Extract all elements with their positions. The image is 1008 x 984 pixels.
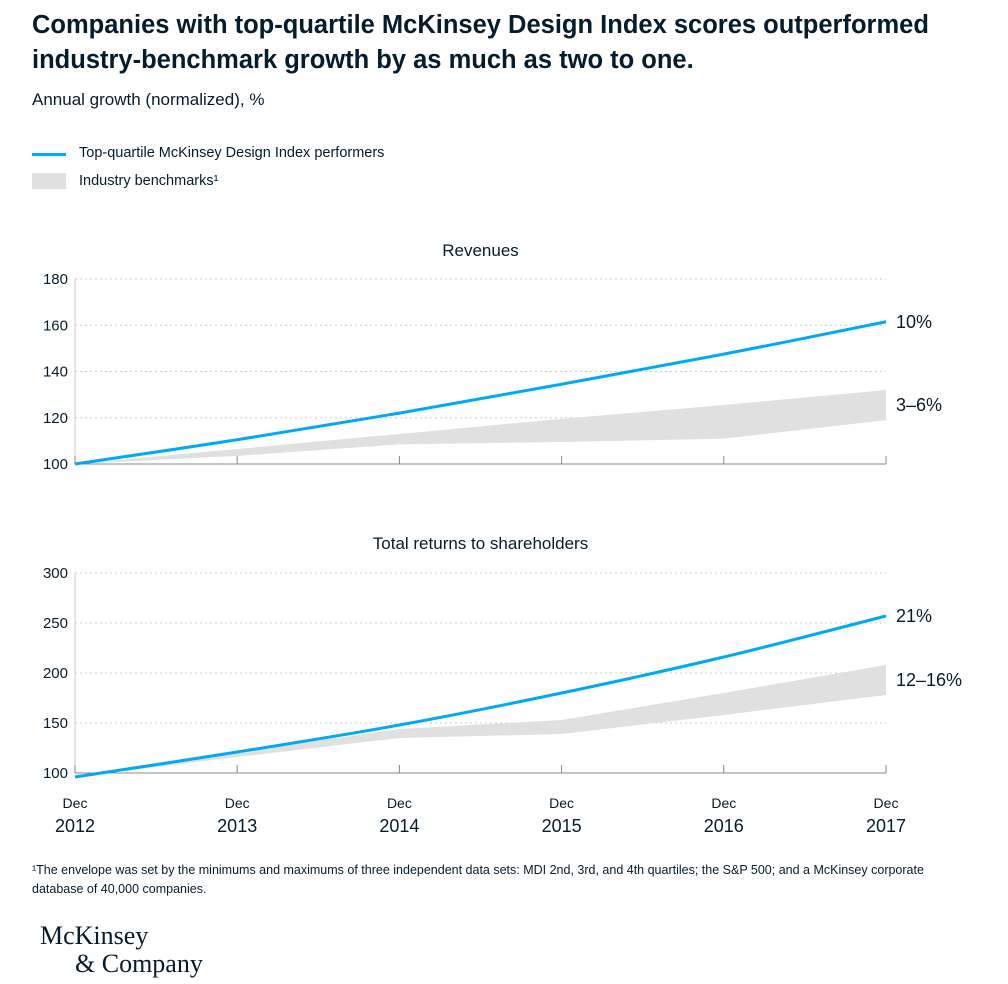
- x-tick-label-year: 2012: [55, 816, 95, 836]
- legend-line-swatch: [32, 153, 66, 156]
- panel-1-y-tick-label: 160: [43, 317, 68, 334]
- panel-2-y-tick-label: 250: [43, 615, 68, 632]
- chart-headline: Companies with top-quartile McKinsey Des…: [32, 11, 929, 74]
- x-tick-label-month: Dec: [225, 795, 250, 811]
- x-tick-label-month: Dec: [387, 795, 412, 811]
- panel-2-top-quartile-end-label: 21%: [896, 606, 932, 626]
- logo-line-1: McKinsey: [40, 921, 149, 950]
- x-tick-label-year: 2014: [379, 816, 419, 836]
- panel-2-y-tick-label: 150: [43, 715, 68, 732]
- panel-1-top-quartile-line: [74, 320, 887, 466]
- x-tick-label-year: 2015: [542, 816, 582, 836]
- x-tick-label-month: Dec: [874, 795, 899, 811]
- x-tick-label-year: 2013: [217, 816, 257, 836]
- charts-canvas: Revenues 100 120 140 160 180 10% 3–6% Total retu…: [43, 241, 962, 836]
- x-tick-label-month: Dec: [549, 795, 574, 811]
- x-tick-label-year: 2016: [704, 816, 744, 836]
- panel-2-y-tick-label: 200: [43, 665, 68, 682]
- x-tick-label-month: Dec: [63, 795, 88, 811]
- logo-line-2: & Company: [75, 949, 203, 978]
- panel-1-benchmark-end-label: 3–6%: [896, 395, 942, 415]
- panel-1-benchmark-band: [75, 390, 886, 464]
- x-tick-label-month: Dec: [711, 795, 736, 811]
- panel-1-y-tick-label: 140: [43, 364, 68, 381]
- panel-2-benchmark-band: [75, 665, 886, 777]
- x-tick-label-year: 2017: [866, 816, 906, 836]
- legend-label-top-quartile: Top-quartile McKinsey Design Index perfo…: [79, 145, 385, 161]
- panel-1-y-tick-label: 120: [43, 410, 68, 427]
- panel-2-benchmark-end-label: 12–16%: [896, 670, 962, 690]
- panel-2-y-tick-label: 300: [43, 565, 68, 582]
- footnote: ¹The envelope was set by the minimums an…: [32, 863, 924, 896]
- chart-subtitle: Annual growth (normalized), %: [32, 90, 265, 109]
- panel-1-y-tick-label: 100: [43, 456, 68, 473]
- panel-1-chart-title: Revenues: [442, 241, 519, 260]
- panel-2-top-quartile-line: [74, 614, 887, 779]
- panel-2-y-tick-label: 100: [43, 765, 68, 782]
- mckinsey-logo: McKinsey & Company: [40, 922, 203, 978]
- panel-2-chart-title: Total returns to shareholders: [373, 534, 588, 553]
- panel-1-top-quartile-end-label: 10%: [896, 312, 932, 332]
- legend-label-industry-benchmarks: Industry benchmarks¹: [79, 173, 219, 189]
- legend-band-swatch: [32, 173, 66, 189]
- panel-1-y-tick-label: 180: [43, 271, 68, 288]
